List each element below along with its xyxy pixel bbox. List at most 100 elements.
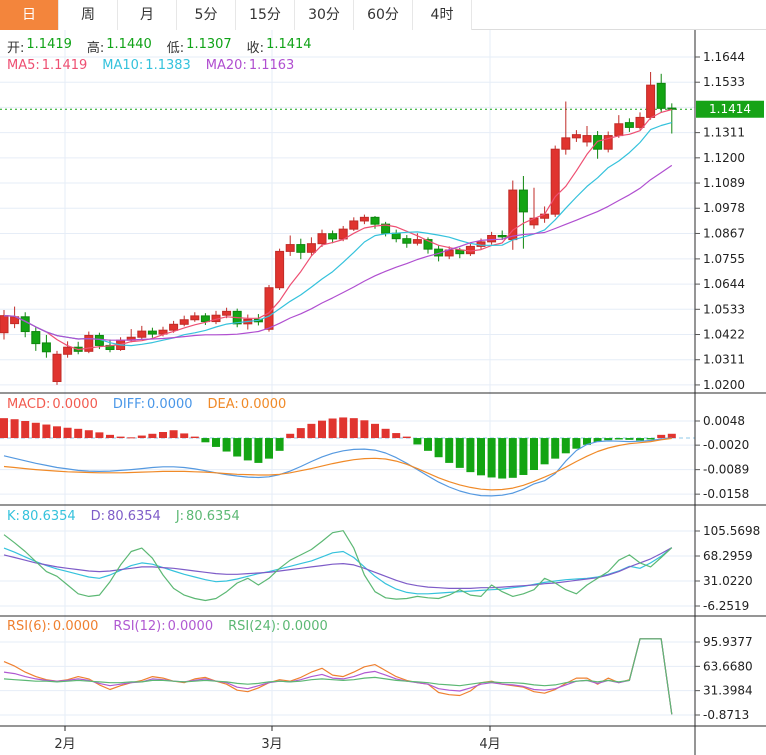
axis-tick-label: 1.0867 <box>703 226 745 240</box>
candle-up <box>0 315 9 334</box>
macd-bar-positive <box>137 435 146 439</box>
macd-bar-negative <box>530 438 538 471</box>
macd-bar-negative <box>413 438 422 445</box>
macd-bar-negative <box>551 438 560 459</box>
macd-bar-negative <box>487 438 496 478</box>
macd-bar-positive <box>106 434 114 439</box>
macd-bar-positive <box>148 433 157 439</box>
macd-bar-negative <box>593 438 602 442</box>
macd-bar-positive <box>159 432 167 439</box>
timeframe-tabs: 日周月 5分 15分 30分 60分 4时 <box>0 0 766 30</box>
svg-text:1.1414: 1.1414 <box>709 102 751 116</box>
macd-bar-negative <box>477 438 485 476</box>
candle-down <box>391 232 401 240</box>
axis-tick-label: 1.0533 <box>703 302 745 316</box>
axis-tick-label: 105.5698 <box>703 524 760 538</box>
tab-timeframe-7[interactable]: 60分 <box>354 0 413 30</box>
macd-layer <box>0 417 695 497</box>
macd-bar-positive <box>286 433 295 439</box>
macd-bar-positive <box>392 433 401 439</box>
macd-bar-negative <box>201 438 210 443</box>
candle-down <box>20 316 30 333</box>
candle-up <box>169 323 179 331</box>
macd-bar-negative <box>466 438 475 473</box>
tab-timeframe-6[interactable]: 30分 <box>295 0 354 30</box>
ma-lines <box>3 108 673 351</box>
macd-bar-positive <box>95 432 104 439</box>
candle-down <box>370 216 380 225</box>
chart-area: 1.1644 1.1533 1.1311 1.1200 1.1089 1.0978 1.08… <box>0 30 766 755</box>
candle-up <box>614 123 624 137</box>
macd-bar-negative <box>275 438 284 451</box>
macd-bar-positive <box>74 428 83 439</box>
axis-tick-label: 1.0311 <box>703 353 745 367</box>
axis-tick-label: 1.0755 <box>703 252 745 266</box>
candle-up <box>317 233 327 245</box>
axis-tick-label: 68.2959 <box>703 549 753 563</box>
candle-up <box>264 287 274 330</box>
axis-tick-label: 1.1200 <box>703 151 745 165</box>
tab-timeframe-1[interactable]: 日 <box>0 0 59 30</box>
candle-up <box>561 137 571 150</box>
candle-up <box>412 239 422 244</box>
candle-up <box>635 116 645 128</box>
candle-up <box>306 243 316 253</box>
tab-timeframe-4[interactable]: 5分 <box>177 0 236 30</box>
chart-canvas: 1.1644 1.1533 1.1311 1.1200 1.1089 1.0978 1.08… <box>0 30 766 755</box>
grid-lines <box>0 30 695 726</box>
candle-down <box>402 238 412 244</box>
macd-bar-negative <box>243 438 252 461</box>
candle-up <box>285 244 295 252</box>
panel-separators <box>0 30 766 755</box>
macd-bar-negative <box>572 438 581 449</box>
x-axis-month-label: 3月 <box>261 737 283 752</box>
axis-tick-label: 1.1311 <box>703 126 745 140</box>
legend-item: D: 80.6354 <box>90 509 161 524</box>
candle-up <box>84 334 94 352</box>
x-axis-month-label: 2月 <box>54 737 76 752</box>
candle-up <box>603 135 613 150</box>
kdj-legend: K: 80.6354 D: 80.6354 J: 80.6354 <box>7 509 240 524</box>
candle-down <box>624 122 634 128</box>
candles-layer <box>0 71 677 385</box>
macd-bar-positive <box>296 428 305 439</box>
tab-timeframe-3[interactable]: 月 <box>118 0 177 30</box>
candle-up <box>190 315 200 321</box>
macd-bar-negative <box>233 438 242 457</box>
legend-item: 高: 1.1440 <box>86 37 152 56</box>
macd-legend: MACD: 0.0000 DIFF: 0.0000 DEA: 0.0000 <box>7 397 286 412</box>
macd-bar-negative <box>265 438 273 459</box>
candle-up <box>359 216 369 222</box>
candle-up <box>275 250 285 289</box>
macd-bar-negative <box>540 438 549 465</box>
axis-tick-label: 1.0644 <box>703 277 745 291</box>
candle-up <box>137 330 147 338</box>
tab-timeframe-2[interactable]: 周 <box>59 0 118 30</box>
macd-bar-negative <box>636 438 644 441</box>
macd-bar-negative <box>212 438 220 447</box>
macd-bar-negative <box>646 438 655 440</box>
macd-bar-positive <box>116 436 125 439</box>
legend-item: RSI(6): 0.0000 <box>7 619 99 634</box>
legend-item: 收: 1.1414 <box>246 37 312 56</box>
axis-tick-label: -0.0089 <box>703 463 749 477</box>
legend-item: RSI(24): 0.0000 <box>228 619 328 634</box>
macd-bar-negative <box>614 438 623 440</box>
candle-up <box>582 135 592 143</box>
legend-item: RSI(12): 0.0000 <box>113 619 214 634</box>
axis-tick-label: -0.8713 <box>703 708 749 722</box>
tab-timeframe-5[interactable]: 15分 <box>236 0 295 30</box>
macd-bar-negative <box>583 438 591 445</box>
macd-bar-negative <box>222 438 231 452</box>
candle-down <box>593 135 603 150</box>
kdj-layer <box>3 530 673 602</box>
legend-item: MA5: 1.1419 <box>7 58 88 73</box>
macd-bar-positive <box>307 423 316 439</box>
macd-bar-negative <box>561 438 570 454</box>
macd-bar-negative <box>455 438 464 468</box>
macd-bar-negative <box>508 438 517 478</box>
axis-tick-label: 31.3984 <box>703 684 753 698</box>
macd-bar-positive <box>318 420 326 439</box>
tab-timeframe-8[interactable]: 4时 <box>413 0 472 30</box>
